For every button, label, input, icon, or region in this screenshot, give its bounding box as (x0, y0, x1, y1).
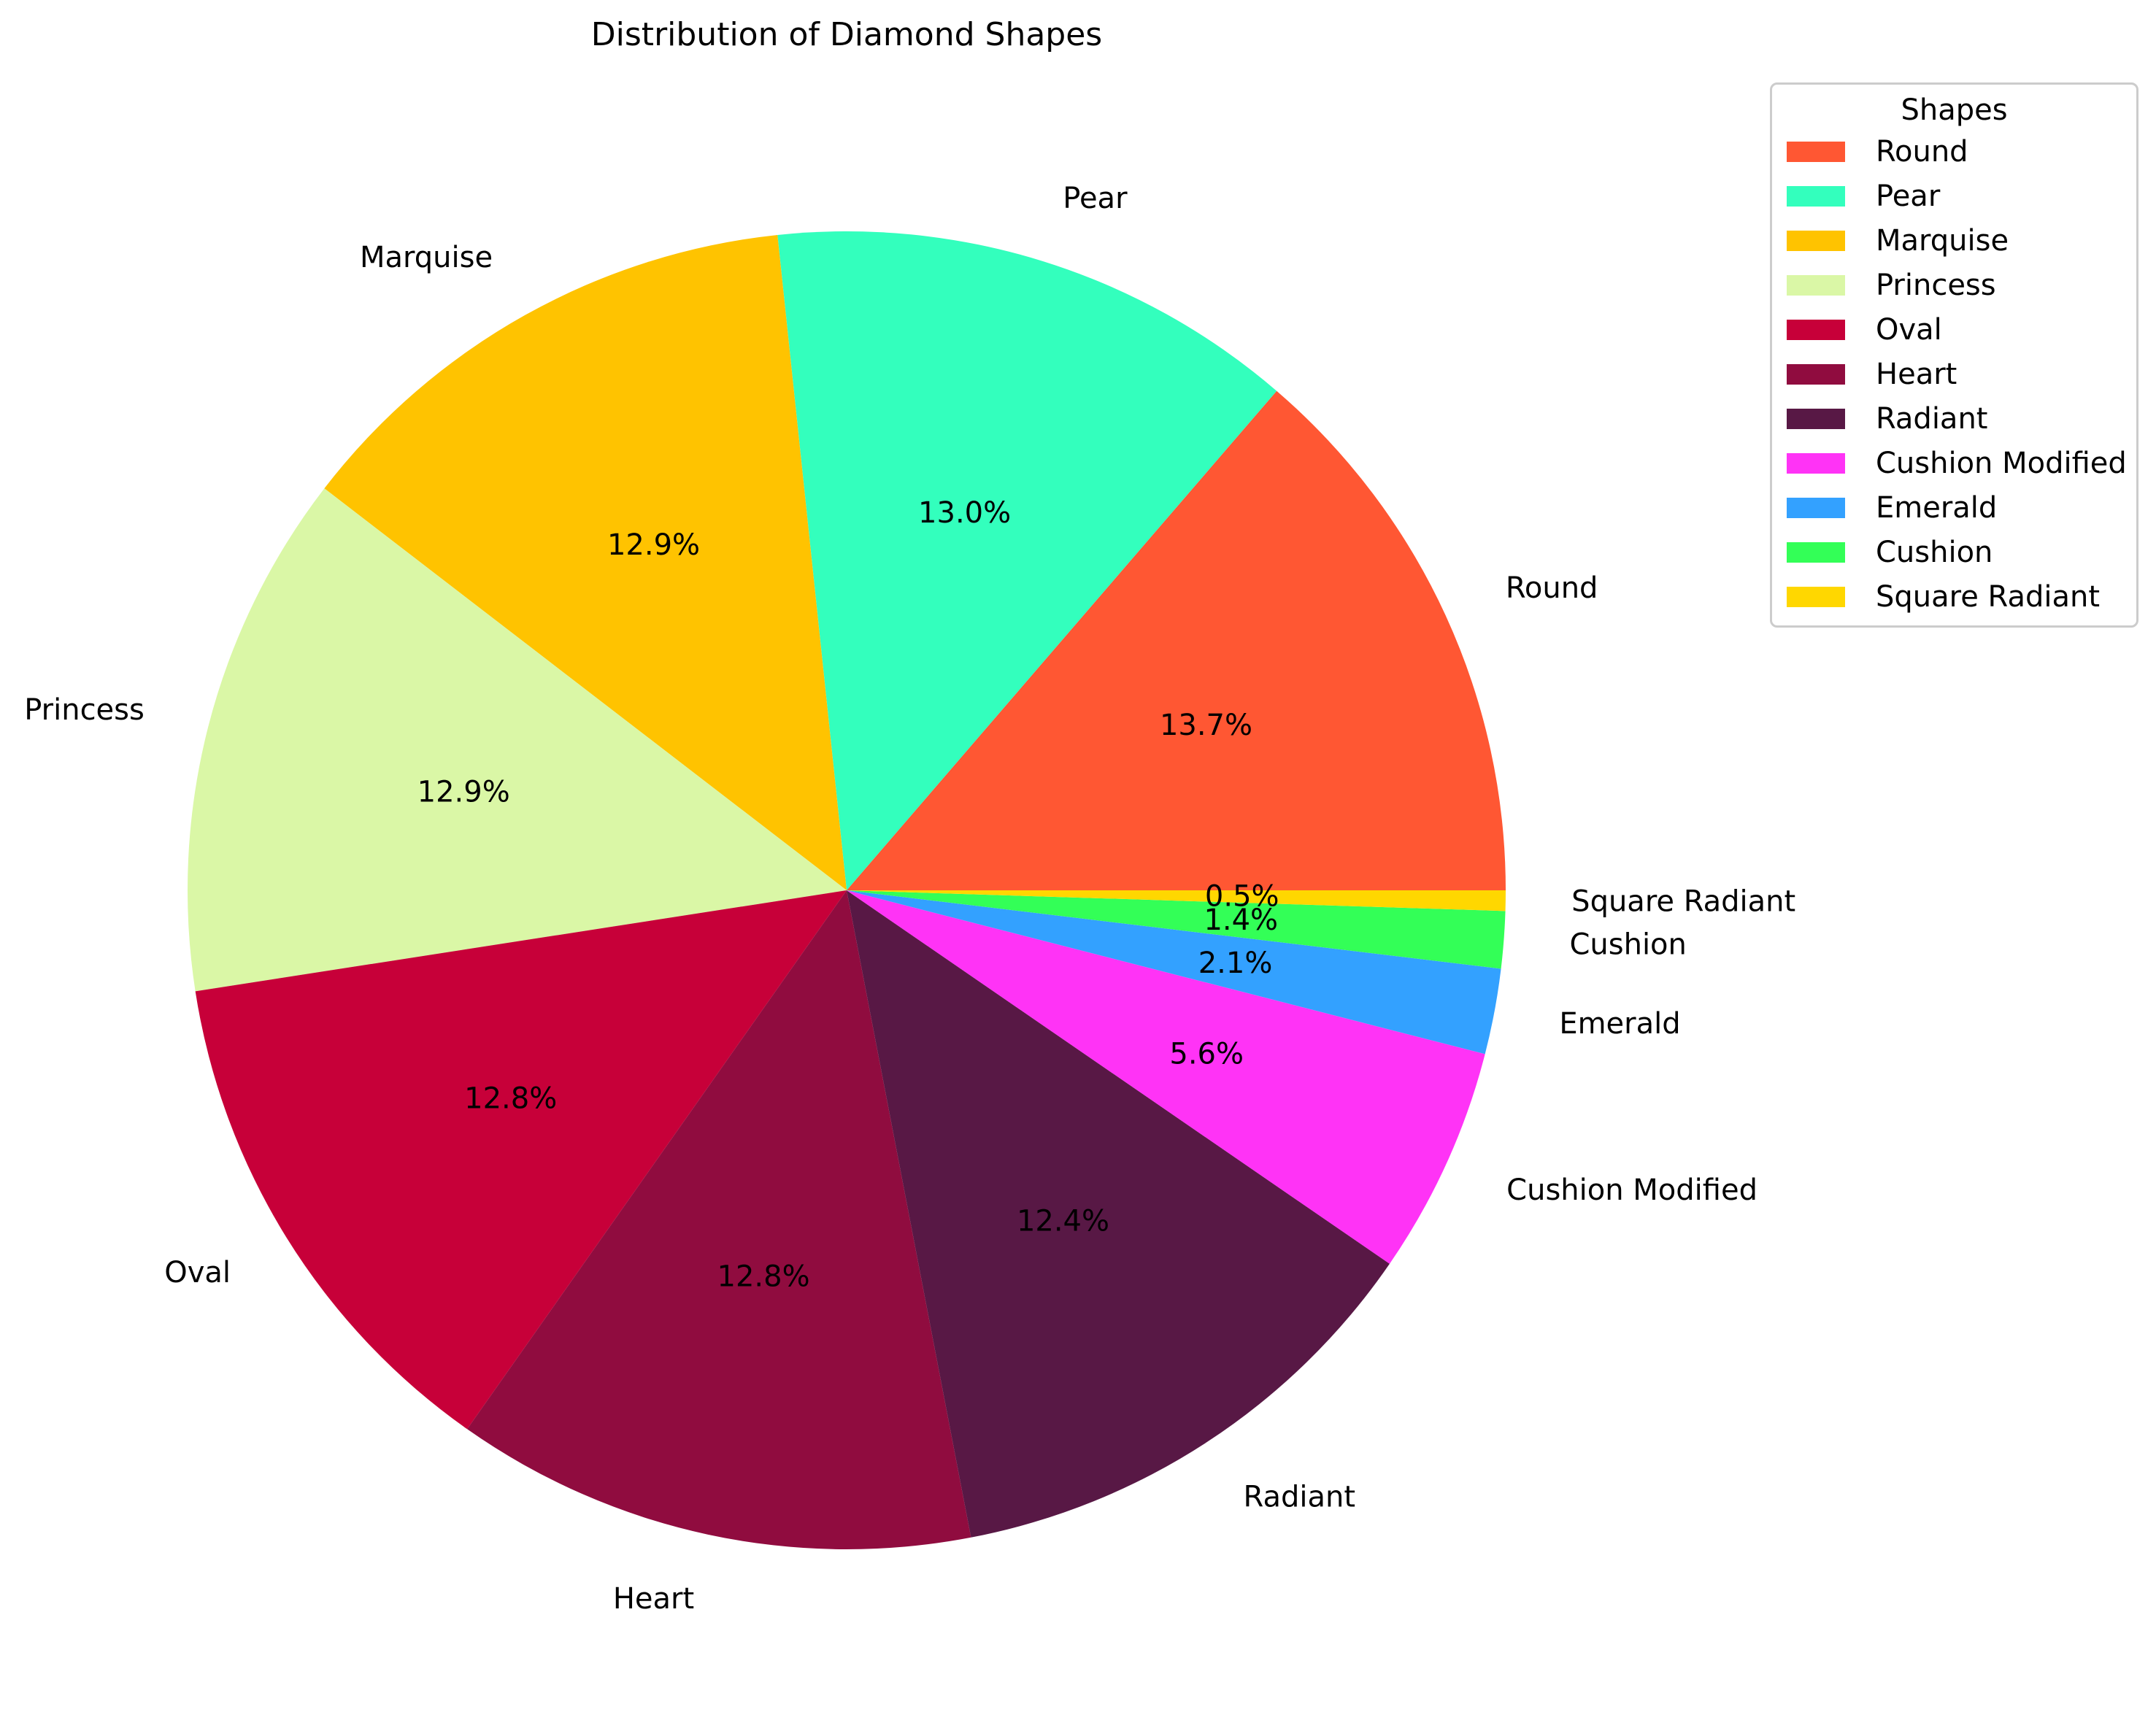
slice-category-label: Cushion (1569, 928, 1686, 962)
legend-swatch (1787, 453, 1845, 474)
legend-label: Square Radiant (1876, 580, 2101, 614)
legend-swatch (1787, 275, 1845, 296)
slice-category-label: Square Radiant (1571, 885, 1795, 919)
slice-category-label: Radiant (1244, 1480, 1355, 1514)
legend-label: Princess (1876, 269, 1996, 302)
legend-item: Princess (1787, 265, 1996, 306)
slice-percent-label: 5.6% (1169, 1037, 1244, 1071)
legend-item: Cushion Modified (1787, 443, 2127, 484)
pie-slice-marquise (324, 234, 847, 890)
slice-category-label: Princess (24, 693, 145, 727)
legend-item: Round (1787, 131, 1968, 172)
pie-slice-cushion (847, 890, 1506, 969)
pie-slice-round (847, 390, 1506, 890)
legend-swatch (1787, 542, 1845, 563)
slice-category-label: Marquise (360, 241, 493, 274)
chart-title: Distribution of Diamond Shapes (590, 16, 1103, 53)
legend-swatch (1787, 186, 1845, 207)
slice-percent-label: 13.0% (918, 496, 1011, 530)
legend-label: Cushion (1876, 536, 1993, 569)
pie-slice-emerald (847, 890, 1501, 1055)
slice-category-label: Round (1506, 571, 1598, 605)
legend-label: Radiant (1876, 402, 1988, 436)
legend-label: Heart (1876, 358, 1957, 391)
pie-slice-radiant (847, 890, 1390, 1538)
pie-slice-heart (467, 890, 971, 1550)
slice-percent-label: 12.4% (1017, 1204, 1109, 1238)
pie-slice-pear (777, 231, 1277, 891)
legend-swatch (1787, 231, 1845, 251)
legend-label: Oval (1876, 313, 1942, 347)
pie-slice-square-radiant (847, 890, 1506, 911)
legend-item: Emerald (1787, 487, 1997, 528)
pie-slice-princess (187, 488, 847, 992)
legend-swatch (1787, 587, 1845, 607)
legend: Shapes Round Pear Marquise Princess Oval Hear… (1770, 82, 2138, 628)
slice-category-label: Emerald (1559, 1007, 1680, 1041)
pie-slice-oval (195, 890, 847, 1430)
slice-percent-label: 2.1% (1198, 947, 1273, 980)
legend-swatch (1787, 364, 1845, 385)
legend-item: Radiant (1787, 398, 1987, 439)
legend-label: Cushion Modified (1876, 447, 2127, 480)
legend-label: Emerald (1876, 491, 1998, 525)
slice-category-label: Pear (1063, 182, 1128, 215)
legend-label: Pear (1876, 180, 1941, 213)
legend-item: Oval (1787, 309, 1942, 350)
legend-item: Marquise (1787, 220, 2009, 261)
slice-percent-label: 12.8% (464, 1082, 557, 1116)
legend-title: Shapes (1901, 93, 2008, 127)
legend-label: Marquise (1876, 224, 2009, 258)
slice-category-label: Oval (164, 1256, 231, 1289)
legend-swatch (1787, 320, 1845, 340)
slice-percent-label: 1.4% (1204, 903, 1278, 937)
slice-percent-label: 0.5% (1205, 880, 1279, 914)
legend-swatch (1787, 409, 1845, 429)
slice-category-label: Cushion Modified (1506, 1173, 1757, 1207)
slice-percent-label: 13.7% (1160, 709, 1252, 742)
legend-item: Heart (1787, 354, 1957, 395)
pie-slice-cushion-modified (847, 890, 1485, 1264)
legend-item: Square Radiant (1787, 577, 2100, 617)
legend-label: Round (1876, 135, 1968, 169)
slice-category-label: Heart (613, 1582, 694, 1616)
legend-swatch (1787, 142, 1845, 162)
slice-percent-label: 12.9% (607, 528, 700, 562)
legend-item: Pear (1787, 176, 1940, 217)
legend-item: Cushion (1787, 532, 1993, 573)
slice-percent-label: 12.8% (717, 1260, 810, 1294)
legend-swatch (1787, 498, 1845, 518)
slice-percent-label: 12.9% (417, 775, 510, 809)
